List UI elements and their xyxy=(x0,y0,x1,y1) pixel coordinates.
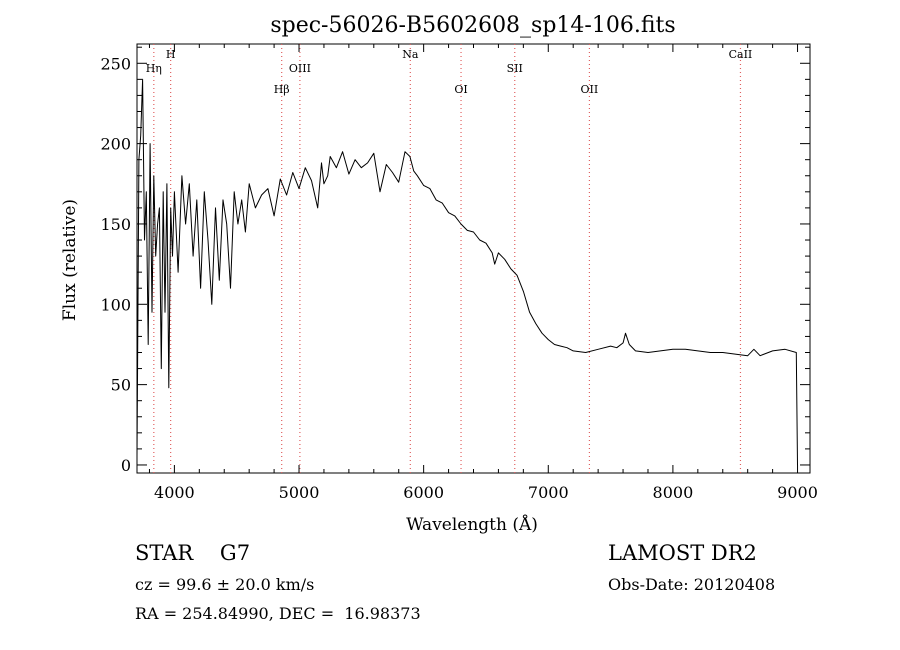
spectral-line-markers: Hη H Hβ OIII Na OI SII OII CaII xyxy=(146,44,753,473)
y-tick-label: 100 xyxy=(100,295,131,314)
y-tick-label: 50 xyxy=(111,376,131,395)
axis-ticks: 4000 5000 6000 7000 8000 9000 0 50 100 150 200 250 xyxy=(100,44,818,502)
line-marker-label: OII xyxy=(581,83,599,96)
redshift-cz: cz = 99.6 ± 20.0 km/s xyxy=(135,575,315,594)
line-marker-label: SII xyxy=(507,62,523,75)
object-type: STAR G7 xyxy=(135,541,251,565)
line-marker-label: OIII xyxy=(289,62,311,75)
x-tick-label: 5000 xyxy=(279,483,320,502)
y-tick-label: 0 xyxy=(121,456,131,475)
line-marker-label: Hη xyxy=(146,62,162,75)
line-marker-label: H xyxy=(166,48,176,61)
y-axis-label: Flux (relative) xyxy=(60,199,80,321)
observation-date: Obs-Date: 20120408 xyxy=(608,575,776,594)
ra-dec: RA = 254.84990, DEC = 16.98373 xyxy=(135,604,421,623)
plot-area-border xyxy=(136,43,811,474)
x-axis-label: Wavelength (Å) xyxy=(406,514,538,535)
x-tick-label: 6000 xyxy=(403,483,444,502)
survey-name: LAMOST DR2 xyxy=(608,541,757,565)
spectrum-line xyxy=(136,78,798,466)
plot-frame xyxy=(136,43,811,474)
line-marker-label: Hβ xyxy=(274,83,290,96)
chart-title: spec-56026-B5602608_sp14-106.fits xyxy=(270,13,675,38)
y-tick-label: 200 xyxy=(100,135,131,154)
line-marker-label: CaII xyxy=(729,48,753,61)
x-tick-label: 9000 xyxy=(777,483,818,502)
y-tick-label: 250 xyxy=(100,54,131,73)
line-marker-label: OI xyxy=(454,83,467,96)
line-marker-label: Na xyxy=(402,48,419,61)
x-tick-label: 8000 xyxy=(653,483,694,502)
x-tick-label: 7000 xyxy=(528,483,569,502)
y-tick-label: 150 xyxy=(100,215,131,234)
spectrum-series xyxy=(136,78,798,466)
x-tick-label: 4000 xyxy=(154,483,195,502)
